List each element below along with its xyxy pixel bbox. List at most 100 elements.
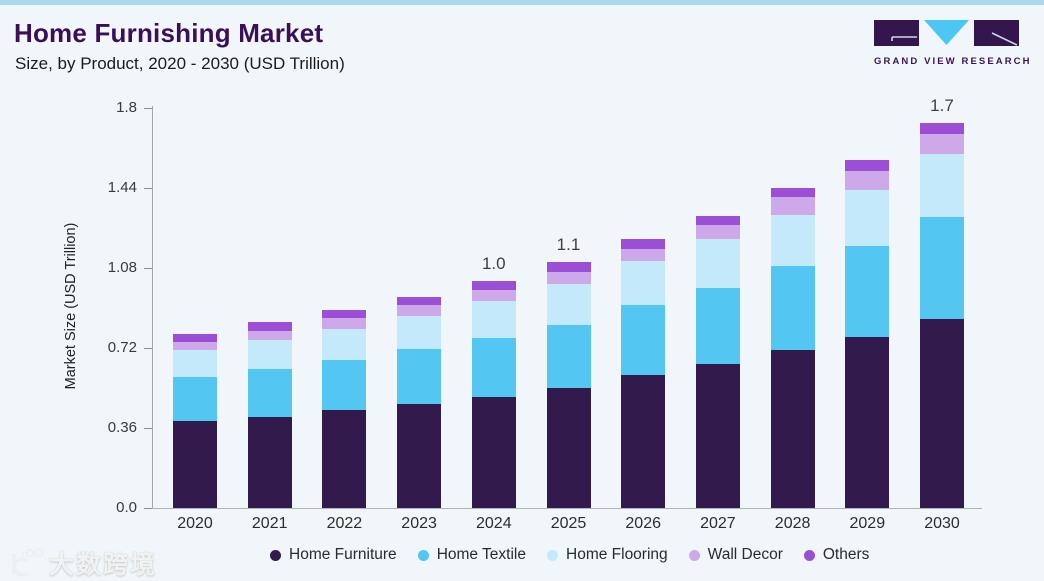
bar-segment-others — [173, 334, 217, 342]
bar-segment-others — [695, 215, 740, 226]
legend-dot-icon — [803, 549, 815, 561]
bar-segment-wall-decor — [920, 134, 964, 154]
bar-segment-others — [621, 238, 666, 249]
bar-segment-others — [546, 262, 591, 272]
y-tick-label: 0.72 — [107, 339, 137, 356]
legend-label: Wall Decor — [707, 546, 783, 563]
x-tick-label-2029: 2029 — [849, 515, 886, 532]
x-tick-label-2028: 2028 — [774, 515, 811, 532]
bar-segment-others — [920, 122, 964, 135]
bar-segment-wall-decor — [845, 171, 890, 190]
legend-dot-icon — [270, 549, 281, 561]
bar-segment-others — [397, 296, 442, 306]
bar-segment-home-textile — [621, 304, 666, 375]
bar-segment-home-flooring — [920, 153, 964, 217]
bar-segment-wall-decor — [247, 331, 292, 341]
page-title: Home Furnishing Market — [14, 18, 324, 48]
bar-segment-others — [845, 159, 890, 172]
watermark-text: 大数跨境 — [49, 551, 158, 579]
x-tick-label-2024: 2024 — [476, 515, 512, 532]
x-tick-label-2027: 2027 — [700, 515, 736, 532]
page-subtitle: Size, by Product, 2020 - 2030 (USD Trill… — [15, 54, 345, 73]
y-tick-mark — [144, 508, 152, 509]
y-tick-mark — [144, 428, 152, 429]
legend-label: Home Textile — [436, 546, 526, 563]
y-tick-label: 1.08 — [107, 259, 137, 276]
x-tick-label-2026: 2026 — [625, 515, 661, 532]
x-axis-line — [152, 508, 982, 509]
bar-segment-wall-decor — [322, 318, 367, 329]
bar-segment-home-furniture — [621, 374, 666, 508]
bar-segment-home-flooring — [695, 239, 740, 288]
bar-segment-home-furniture — [173, 421, 217, 508]
bar-segment-home-flooring — [770, 214, 815, 266]
watermark: 大数跨境 — [8, 545, 157, 581]
x-tick-label-2030: 2030 — [924, 515, 960, 532]
y-tick-label: 0.36 — [107, 419, 137, 436]
legend-item-home-flooring: Home Flooring — [547, 546, 668, 564]
gvr-logo-wordmark: GRAND VIEW RESEARCH — [874, 56, 1032, 67]
x-tick-label-2020: 2020 — [177, 515, 213, 532]
bar-segment-others — [247, 322, 292, 332]
bar-segment-others — [322, 309, 367, 318]
grand-view-research-logo: GRAND VIEW RESEARCH — [874, 20, 1032, 67]
bar-segment-wall-decor — [173, 342, 217, 351]
bar-segment-home-furniture — [770, 350, 815, 508]
bar-total-label-2025: 1.1 — [556, 235, 581, 255]
bar-segment-wall-decor — [695, 225, 740, 240]
bar-segment-home-flooring — [397, 315, 442, 350]
bar-segment-home-furniture — [845, 336, 890, 508]
bar-segment-home-textile — [322, 360, 367, 411]
bar-total-label-2024: 1.0 — [481, 253, 506, 273]
bar-segment-home-textile — [247, 369, 292, 417]
x-tick-label-2022: 2022 — [326, 515, 363, 532]
bar-segment-home-flooring — [173, 350, 217, 377]
bar-segment-others — [770, 188, 815, 198]
bar-segment-home-furniture — [471, 396, 516, 508]
bar-segment-home-textile — [471, 338, 516, 397]
bar-segment-home-furniture — [546, 388, 591, 508]
y-tick-mark — [144, 188, 152, 189]
legend-item-home-furniture: Home Furniture — [270, 546, 397, 564]
bar-segment-home-textile — [695, 288, 740, 364]
bar-segment-home-flooring — [322, 328, 367, 361]
bar-segment-home-flooring — [621, 261, 666, 305]
bar-segment-wall-decor — [621, 248, 666, 262]
y-tick-label: 1.8 — [116, 99, 137, 116]
legend-dot-icon — [547, 549, 558, 561]
y-tick-mark — [144, 268, 152, 269]
y-tick-mark — [144, 108, 152, 109]
bar-segment-home-furniture — [397, 403, 442, 508]
bar-segment-wall-decor — [546, 272, 591, 284]
watermark-logo-icon — [12, 548, 44, 577]
x-tick-label-2025: 2025 — [550, 515, 587, 532]
bar-segment-wall-decor — [471, 290, 516, 302]
bar-segment-home-textile — [397, 349, 442, 404]
legend-label: Others — [822, 546, 870, 563]
x-tick-label-2021: 2021 — [251, 515, 288, 532]
y-tick-mark — [144, 348, 152, 349]
bar-segment-home-textile — [173, 376, 217, 422]
bar-segment-home-furniture — [920, 319, 964, 508]
bar-segment-wall-decor — [770, 197, 815, 215]
legend-item-wall-decor: Wall Decor — [688, 546, 783, 564]
bar-segment-home-furniture — [247, 416, 292, 508]
bar-segment-home-textile — [845, 245, 890, 337]
bar-segment-home-textile — [546, 324, 591, 388]
gvr-logo-icon — [874, 20, 1019, 46]
bar-segment-home-flooring — [546, 283, 591, 325]
legend-dot-icon — [417, 549, 429, 561]
legend-dot-icon — [688, 549, 700, 561]
chart-legend: Home Furniture Home Textile Home Flooring W… — [270, 546, 869, 564]
y-axis-title: Market Size (USD Trillion) — [63, 222, 79, 390]
bar-segment-home-furniture — [695, 363, 740, 508]
legend-item-others: Others — [803, 546, 870, 564]
x-tick-label-2023: 2023 — [401, 515, 437, 532]
legend-item-home-textile: Home Textile — [417, 546, 526, 564]
bar-segment-home-furniture — [322, 410, 367, 508]
bar-segment-home-textile — [770, 265, 815, 351]
bar-segment-home-flooring — [845, 189, 890, 246]
bar-segment-wall-decor — [397, 305, 442, 316]
top-accent-bar — [0, 0, 1044, 5]
